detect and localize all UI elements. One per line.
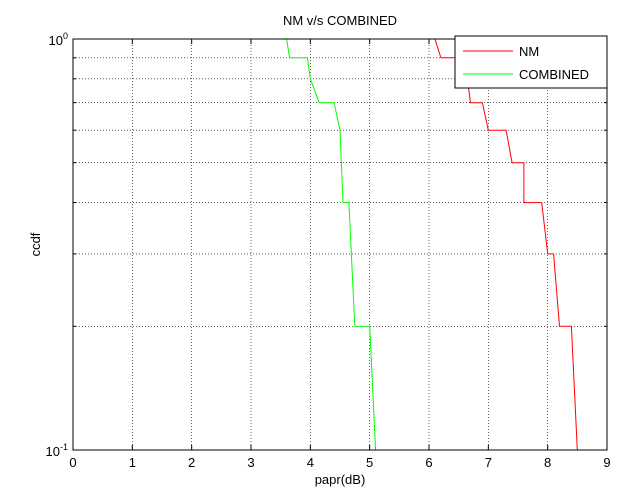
x-tick-label: 3 <box>247 455 254 470</box>
legend: NM COMBINED <box>454 35 608 89</box>
series-line-combined <box>73 38 377 451</box>
x-tick-label: 7 <box>485 455 492 470</box>
x-tick-label: 8 <box>544 455 551 470</box>
legend-label-combined: COMBINED <box>519 67 589 82</box>
legend-box <box>454 35 608 89</box>
x-tick-label: 2 <box>188 455 195 470</box>
x-axis-label: papr(dB) <box>315 472 366 487</box>
chart-title: NM v/s COMBINED <box>283 13 397 28</box>
y-tick-label: 100 <box>49 31 68 48</box>
x-tick-label: 1 <box>129 455 136 470</box>
x-tick-label: 6 <box>425 455 432 470</box>
tick-layer: 0 1 2 3 4 5 6 7 8 9 10-1 100 <box>46 31 611 470</box>
plot-border <box>72 38 608 451</box>
y-tick-label: 10-1 <box>46 442 68 459</box>
x-tick-label: 4 <box>307 455 314 470</box>
y-axis-label: ccdf <box>28 232 43 256</box>
x-tick-label: 9 <box>603 455 610 470</box>
x-tick-label: 0 <box>69 455 76 470</box>
x-tick-label: 5 <box>366 455 373 470</box>
legend-label-nm: NM <box>519 44 539 59</box>
plot-area <box>73 39 607 450</box>
